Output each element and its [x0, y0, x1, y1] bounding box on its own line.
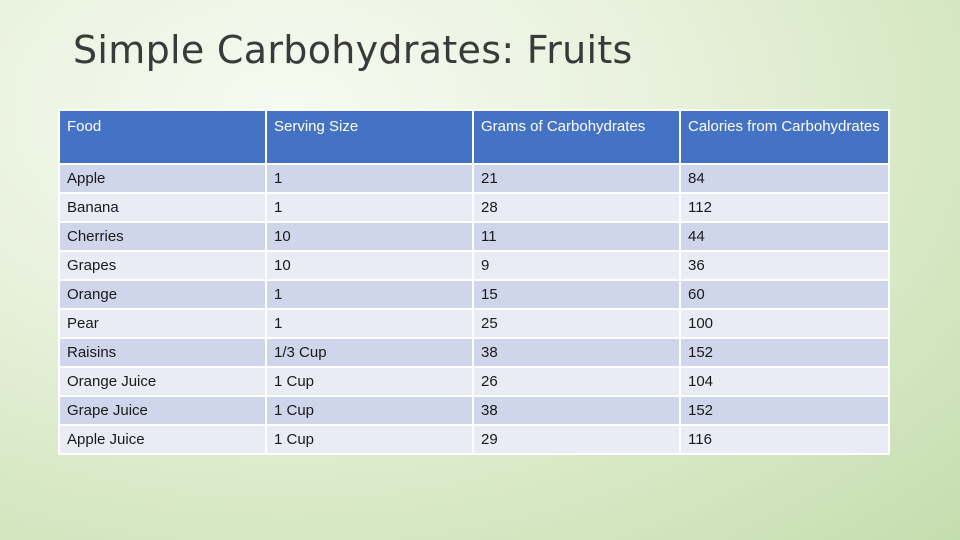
cell-grams: 15	[472, 279, 681, 310]
fruit-carbohydrates-table: Food Serving Size Grams of Carbohydrates…	[58, 109, 890, 455]
cell-food: Apple	[58, 163, 267, 194]
table-row: Grapes 10 9 36	[58, 250, 890, 281]
cell-serving-size: 1 Cup	[265, 424, 474, 455]
table-row: Pear 1 25 100	[58, 308, 890, 339]
cell-food: Apple Juice	[58, 424, 267, 455]
cell-calories: 152	[679, 337, 890, 368]
cell-grams: 25	[472, 308, 681, 339]
table-row: Orange Juice 1 Cup 26 104	[58, 366, 890, 397]
cell-calories: 100	[679, 308, 890, 339]
cell-food: Raisins	[58, 337, 267, 368]
cell-grams: 9	[472, 250, 681, 281]
table-row: Cherries 10 11 44	[58, 221, 890, 252]
cell-grams: 29	[472, 424, 681, 455]
header-serving-size: Serving Size	[265, 109, 474, 165]
cell-serving-size: 1	[265, 308, 474, 339]
cell-grams: 38	[472, 337, 681, 368]
cell-serving-size: 1	[265, 279, 474, 310]
header-calories-carbohydrates: Calories from Carbohydrates	[679, 109, 890, 165]
cell-calories: 60	[679, 279, 890, 310]
table-row: Banana 1 28 112	[58, 192, 890, 223]
cell-calories: 116	[679, 424, 890, 455]
cell-food: Pear	[58, 308, 267, 339]
cell-serving-size: 1/3 Cup	[265, 337, 474, 368]
cell-grams: 28	[472, 192, 681, 223]
table-row: Raisins 1/3 Cup 38 152	[58, 337, 890, 368]
cell-food: Grapes	[58, 250, 267, 281]
cell-serving-size: 1 Cup	[265, 366, 474, 397]
cell-serving-size: 1	[265, 192, 474, 223]
cell-grams: 26	[472, 366, 681, 397]
cell-food: Banana	[58, 192, 267, 223]
cell-serving-size: 1	[265, 163, 474, 194]
table-row: Apple 1 21 84	[58, 163, 890, 194]
header-food: Food	[58, 109, 267, 165]
cell-food: Grape Juice	[58, 395, 267, 426]
cell-calories: 152	[679, 395, 890, 426]
header-grams-carbohydrates: Grams of Carbohydrates	[472, 109, 681, 165]
slide-title: Simple Carbohydrates: Fruits	[73, 28, 633, 72]
cell-grams: 38	[472, 395, 681, 426]
cell-calories: 104	[679, 366, 890, 397]
cell-calories: 36	[679, 250, 890, 281]
cell-serving-size: 10	[265, 221, 474, 252]
cell-serving-size: 1 Cup	[265, 395, 474, 426]
table-row: Orange 1 15 60	[58, 279, 890, 310]
cell-calories: 84	[679, 163, 890, 194]
table-row: Apple Juice 1 Cup 29 116	[58, 424, 890, 455]
cell-food: Cherries	[58, 221, 267, 252]
cell-calories: 44	[679, 221, 890, 252]
cell-grams: 21	[472, 163, 681, 194]
cell-calories: 112	[679, 192, 890, 223]
table-header-row: Food Serving Size Grams of Carbohydrates…	[58, 109, 890, 165]
cell-grams: 11	[472, 221, 681, 252]
table-row: Grape Juice 1 Cup 38 152	[58, 395, 890, 426]
cell-serving-size: 10	[265, 250, 474, 281]
cell-food: Orange Juice	[58, 366, 267, 397]
cell-food: Orange	[58, 279, 267, 310]
